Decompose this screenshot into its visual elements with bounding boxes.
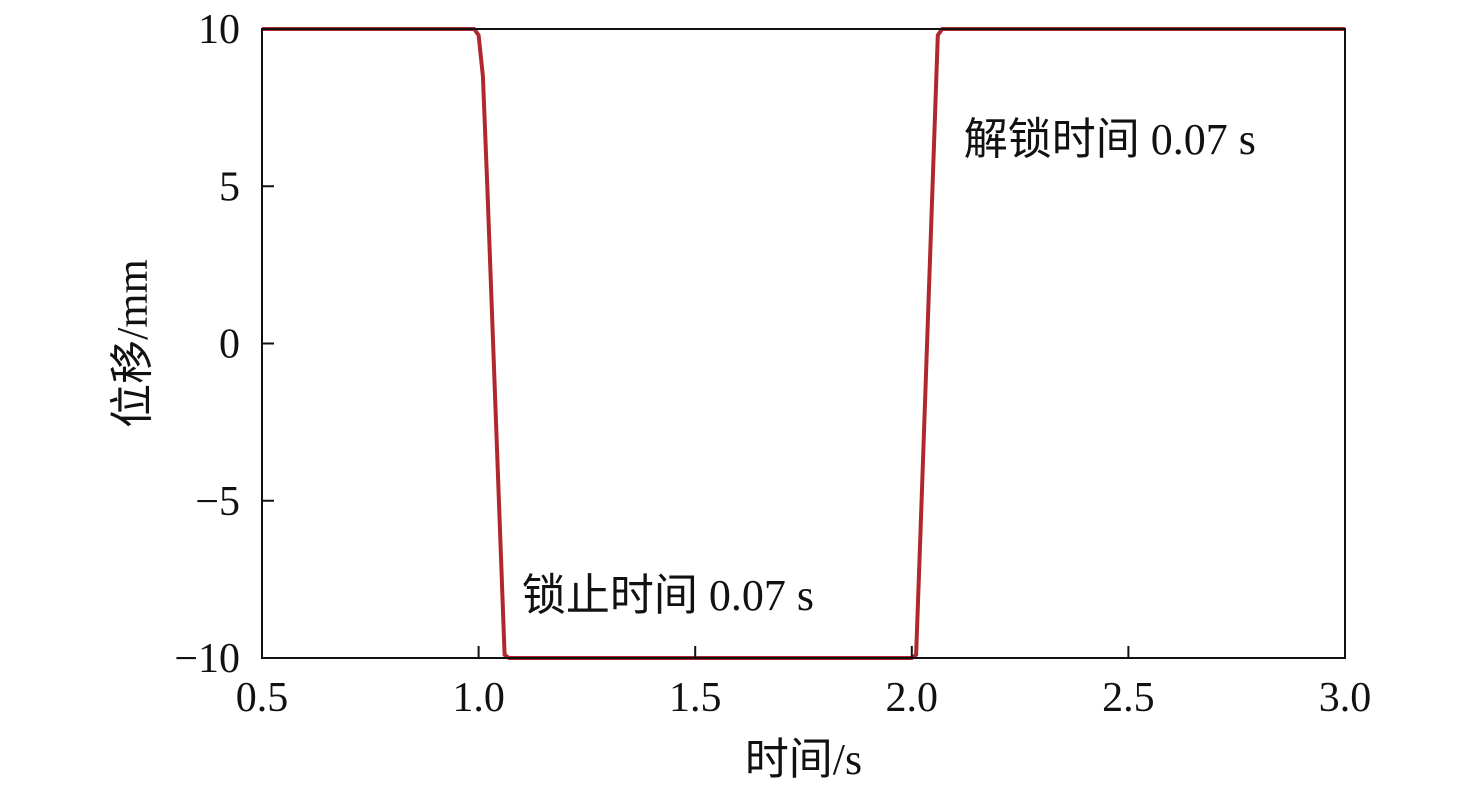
y-axis-label: 位移/mm: [108, 259, 157, 428]
x-tick-label: 2.5: [1102, 675, 1155, 721]
x-tick-label: 2.0: [886, 675, 939, 721]
x-axis-label: 时间/s: [745, 735, 862, 784]
y-tick-label: 0: [219, 322, 240, 368]
y-tick-label: 10: [198, 7, 240, 53]
x-tick-label: 0.5: [236, 675, 289, 721]
annotation-label: 锁止时间 0.07 s: [522, 571, 814, 620]
y-tick-label: 5: [219, 164, 240, 210]
annotation-label: 解锁时间 0.07 s: [964, 115, 1256, 164]
x-tick-label: 1.5: [669, 675, 722, 721]
tick-layer: 0.5 1.0 1.5 2.0 2.5 3.0 10 5 0 −5 −10: [174, 7, 1371, 721]
y-tick-label: −5: [195, 479, 240, 525]
x-tick-label: 3.0: [1319, 675, 1372, 721]
annotation-layer: 锁止时间 0.07 s 解锁时间 0.07 s: [522, 115, 1256, 620]
y-tick-label: −10: [174, 636, 240, 682]
plot-frame: [261, 28, 1346, 659]
x-tick-label: 1.0: [452, 675, 505, 721]
